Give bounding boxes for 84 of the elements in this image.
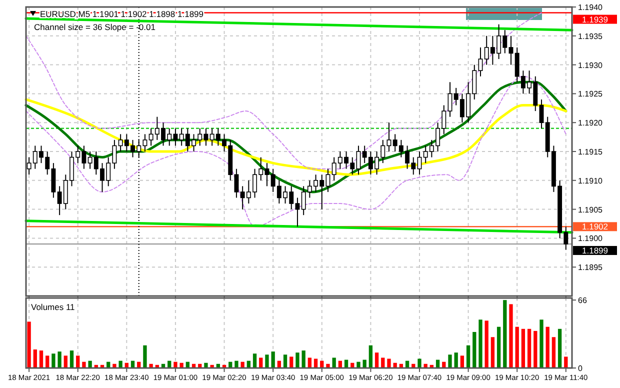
bar	[521, 328, 526, 368]
bar	[540, 320, 544, 368]
y-tick-label: 1.1935	[578, 32, 604, 41]
bar	[296, 352, 300, 368]
bar	[490, 337, 495, 368]
bar	[546, 326, 550, 368]
y-tick-label: 0	[578, 364, 583, 373]
bar	[418, 358, 422, 368]
bar	[466, 345, 470, 368]
bar	[332, 358, 336, 368]
text: Volumes 11	[31, 302, 76, 312]
candlestick	[539, 98, 544, 129]
bar	[558, 328, 562, 368]
bar	[52, 354, 56, 368]
y-tick-label: 1.1895	[578, 263, 604, 272]
candlestick	[356, 145, 361, 176]
candlestick	[448, 82, 452, 118]
y-tick-label: 1.1900	[578, 234, 604, 244]
bar	[64, 356, 68, 368]
bar	[39, 350, 44, 368]
bar	[484, 320, 488, 368]
bar	[204, 362, 208, 368]
y-tick-label: 1.1915	[578, 148, 604, 156]
bar	[374, 352, 379, 368]
ref-line-label: 1.1899	[582, 245, 608, 256]
bar	[259, 358, 263, 368]
bar	[271, 352, 275, 368]
bar	[326, 364, 330, 368]
bar	[234, 360, 238, 368]
bar	[356, 362, 360, 368]
y-tick-label: 66	[578, 296, 588, 306]
bar	[240, 362, 244, 368]
bar	[27, 322, 31, 368]
bar	[460, 356, 464, 368]
candlestick	[386, 122, 392, 152]
bar	[368, 345, 373, 368]
bar	[180, 362, 184, 368]
bar	[252, 354, 257, 368]
bar	[58, 352, 62, 368]
bar	[112, 364, 116, 368]
y-tick-label: 1.1925	[578, 90, 604, 99]
bar	[82, 362, 86, 368]
bar	[118, 360, 122, 368]
y-tick-label: 1.1940	[578, 3, 604, 12]
bar	[88, 360, 92, 368]
bar	[76, 356, 80, 368]
bar	[314, 358, 318, 368]
bar	[174, 362, 178, 368]
bar	[515, 326, 519, 368]
bar	[454, 352, 458, 368]
bar	[290, 356, 294, 368]
bar	[448, 354, 452, 368]
bar	[308, 358, 312, 368]
bar	[46, 356, 50, 368]
ref-line-label: 1.1902	[582, 222, 608, 232]
bar	[387, 358, 391, 368]
bar	[149, 364, 153, 368]
bar	[564, 356, 568, 368]
bar	[302, 350, 306, 368]
bar	[534, 330, 538, 368]
bar	[509, 304, 513, 368]
line-series	[26, 76, 566, 228]
candlestick	[478, 46, 483, 77]
line-series	[24, 98, 568, 176]
bar	[70, 350, 74, 368]
bar	[472, 332, 476, 368]
annotation: Channel size = 36 Slope = -0.01	[34, 22, 156, 32]
bar	[552, 337, 556, 368]
bar	[478, 320, 482, 368]
ref-line-label: 1.1939	[582, 14, 608, 24]
bar	[143, 345, 147, 368]
bar	[33, 349, 37, 368]
bar	[283, 354, 288, 368]
bar	[503, 300, 507, 368]
bar	[496, 326, 501, 368]
bar	[527, 328, 532, 368]
line-series	[26, 12, 542, 170]
bar	[265, 354, 269, 368]
candlestick	[508, 35, 514, 66]
y-tick-label: 1.1920	[578, 118, 604, 128]
y-tick-label: 1.1910	[578, 176, 604, 186]
y-tick-label: 1.1930	[578, 60, 604, 70]
y-tick-label: 1.1905	[578, 205, 604, 214]
bar	[381, 358, 385, 368]
